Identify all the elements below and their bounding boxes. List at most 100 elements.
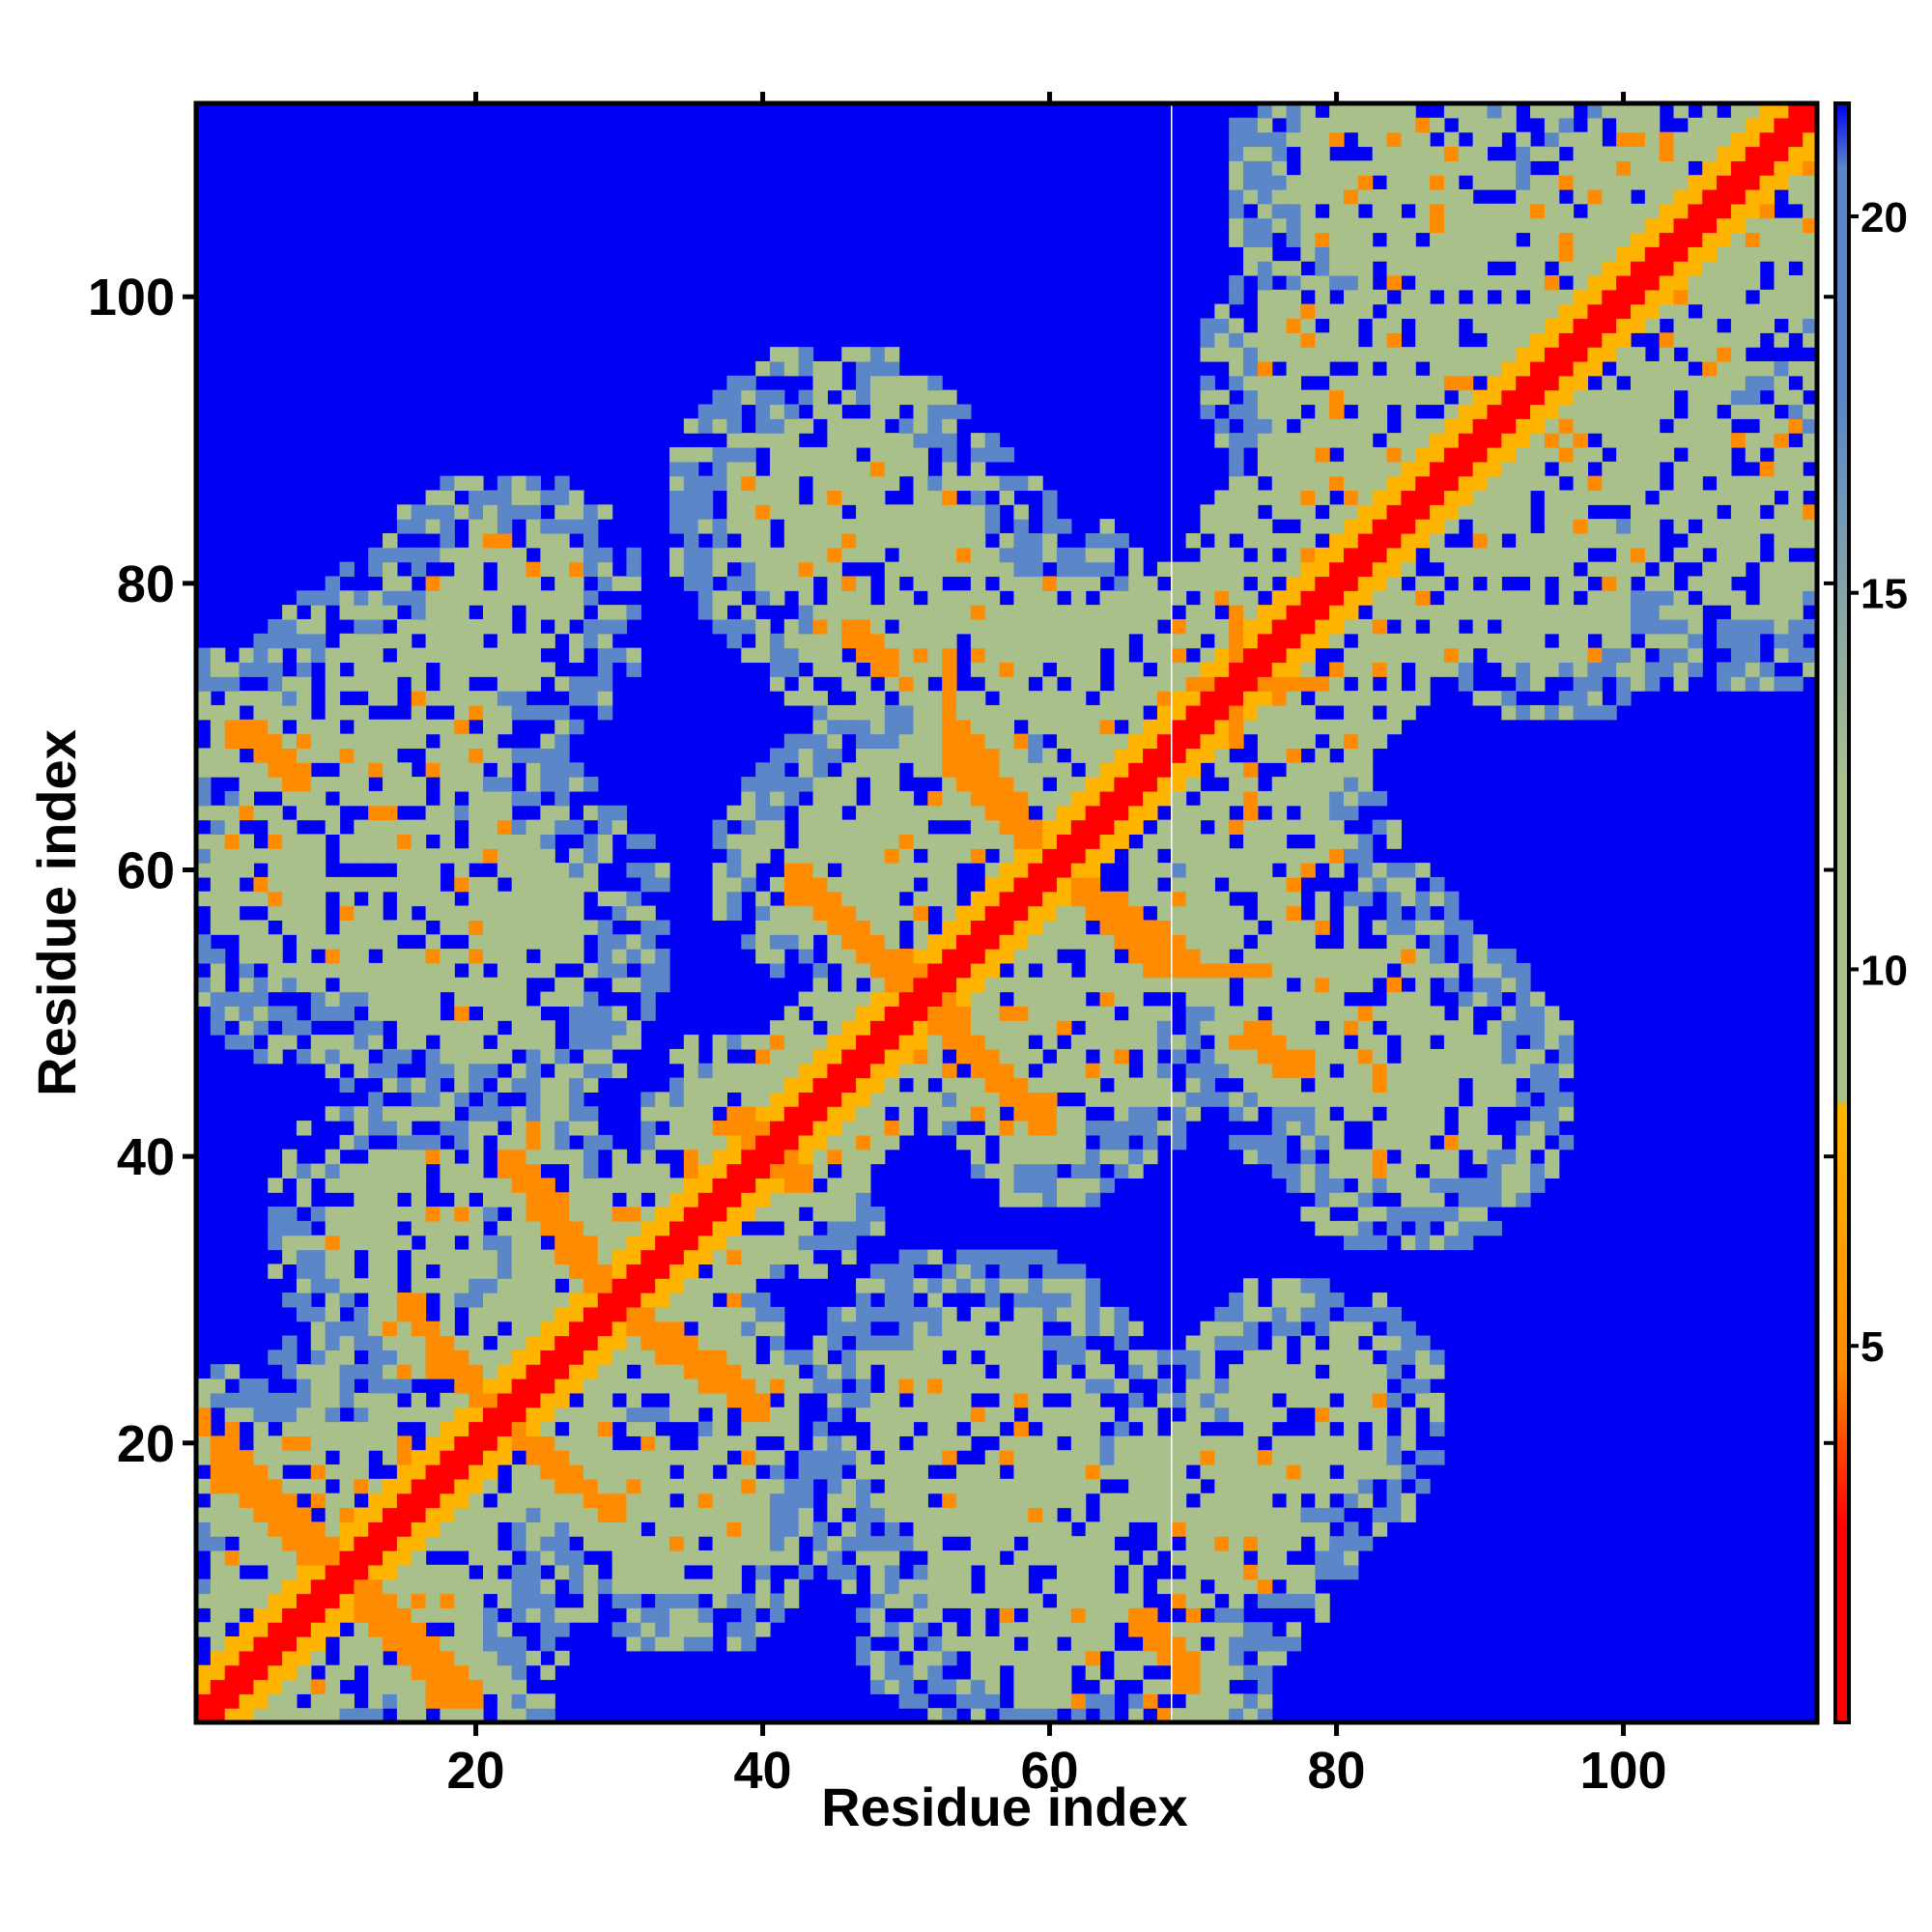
- heatmap-cell: [856, 1321, 871, 1337]
- heatmap-cell: [253, 1578, 269, 1595]
- heatmap-cell: [383, 1564, 398, 1580]
- heatmap-cell: [1056, 519, 1072, 534]
- heatmap-cell: [268, 733, 283, 750]
- heatmap-cell: [440, 475, 455, 492]
- heatmap-cell: [310, 1492, 327, 1509]
- heatmap-cell: [1099, 1435, 1115, 1451]
- heatmap-cell: [1042, 1035, 1058, 1050]
- heatmap-cell: [869, 1063, 886, 1079]
- heatmap-cell: [1257, 347, 1273, 362]
- heatmap-cell: [239, 790, 254, 807]
- heatmap-cell: [1271, 389, 1288, 406]
- heatmap-cell: [1243, 1478, 1259, 1494]
- heatmap-cell: [296, 863, 312, 878]
- heatmap-cell: [669, 547, 685, 563]
- heatmap-cell: [999, 834, 1015, 849]
- heatmap-cell: [310, 1550, 327, 1566]
- heatmap-cell: [196, 790, 212, 807]
- heatmap-cell: [1085, 1392, 1101, 1408]
- heatmap-cell: [1013, 733, 1029, 750]
- heatmap-cell: [1042, 532, 1058, 549]
- heatmap-cell: [898, 962, 915, 979]
- heatmap-cell: [812, 905, 828, 922]
- heatmap-cell: [1013, 1020, 1029, 1036]
- heatmap-cell: [913, 1364, 928, 1379]
- heatmap-cell: [1185, 1378, 1202, 1394]
- heatmap-cell: [755, 1521, 771, 1537]
- heatmap-cell: [856, 547, 871, 563]
- heatmap-cell: [1271, 1077, 1288, 1093]
- heatmap-cell: [769, 1264, 785, 1279]
- heatmap-cell: [1243, 246, 1259, 262]
- heatmap-cell: [1271, 633, 1288, 649]
- heatmap-cell: [310, 891, 327, 907]
- heatmap-cell: [1271, 347, 1288, 362]
- heatmap-cell: [913, 490, 928, 505]
- heatmap-cell: [1185, 1664, 1202, 1681]
- heatmap-cell: [927, 375, 943, 391]
- heatmap-cell: [554, 519, 570, 534]
- heatmap-cell: [827, 1149, 842, 1165]
- heatmap-cell: [511, 1392, 527, 1408]
- heatmap-cell: [669, 1536, 685, 1551]
- heatmap-cell: [582, 633, 599, 649]
- heatmap-cell: [482, 1063, 498, 1079]
- heatmap-cell: [325, 691, 341, 706]
- heatmap-cell: [1185, 991, 1202, 1008]
- heatmap-cell: [526, 1478, 541, 1494]
- heatmap-cell: [569, 547, 584, 563]
- heatmap-cell: [1171, 905, 1187, 922]
- heatmap-cell: [1028, 934, 1043, 950]
- heatmap-cell: [927, 532, 943, 549]
- heatmap-cell: [1099, 891, 1115, 907]
- heatmap-cell: [1243, 1421, 1259, 1436]
- heatmap-cell: [1013, 1293, 1029, 1308]
- heatmap-cell: [1028, 733, 1043, 750]
- heatmap-cell: [783, 1578, 800, 1595]
- heatmap-cell: [640, 991, 656, 1008]
- heatmap-cell: [1042, 762, 1058, 778]
- heatmap-cell: [354, 1607, 369, 1623]
- heatmap-cell: [469, 662, 484, 677]
- heatmap-cell: [1042, 1664, 1058, 1681]
- heatmap-cell: [354, 647, 369, 664]
- heatmap-cell: [196, 863, 212, 878]
- heatmap-cell: [970, 1335, 986, 1350]
- heatmap-cell: [1300, 561, 1316, 578]
- heatmap-cell: [325, 576, 341, 591]
- heatmap-cell: [1257, 547, 1273, 563]
- heatmap-cell: [1028, 1321, 1043, 1337]
- heatmap-cell: [1128, 777, 1144, 792]
- heatmap-cell: [425, 1149, 441, 1165]
- heatmap-cell: [469, 1035, 484, 1050]
- heatmap-cell: [1056, 561, 1072, 578]
- heatmap-cell: [999, 547, 1015, 563]
- heatmap-cell: [999, 848, 1015, 864]
- heatmap-cell: [1229, 819, 1244, 836]
- heatmap-cell: [1257, 905, 1273, 922]
- heatmap-cell: [869, 905, 886, 922]
- heatmap-cell: [827, 1178, 842, 1193]
- heatmap-cell: [1229, 704, 1244, 721]
- heatmap-cell: [1171, 876, 1187, 893]
- heatmap-cell: [683, 1364, 699, 1379]
- heatmap-cell: [1128, 819, 1144, 836]
- heatmap-cell: [1143, 949, 1158, 964]
- heatmap-cell: [1229, 876, 1244, 893]
- heatmap-cell: [869, 1020, 886, 1036]
- heatmap-cell: [396, 777, 412, 792]
- heatmap-cell: [1229, 863, 1244, 878]
- heatmap-cell: [626, 934, 641, 950]
- heatmap-cell: [798, 991, 814, 1008]
- heatmap-cell: [554, 704, 570, 721]
- heatmap-cell: [454, 1536, 469, 1551]
- heatmap-cell: [741, 1450, 756, 1465]
- heatmap-cell: [913, 676, 928, 692]
- heatmap-cell: [697, 590, 714, 606]
- heatmap-cell: [511, 1421, 527, 1436]
- heatmap-cell: [1099, 1607, 1115, 1623]
- heatmap-cell: [856, 360, 871, 377]
- heatmap-cell: [540, 748, 555, 763]
- heatmap-cell: [425, 576, 441, 591]
- heatmap-cell: [827, 790, 842, 807]
